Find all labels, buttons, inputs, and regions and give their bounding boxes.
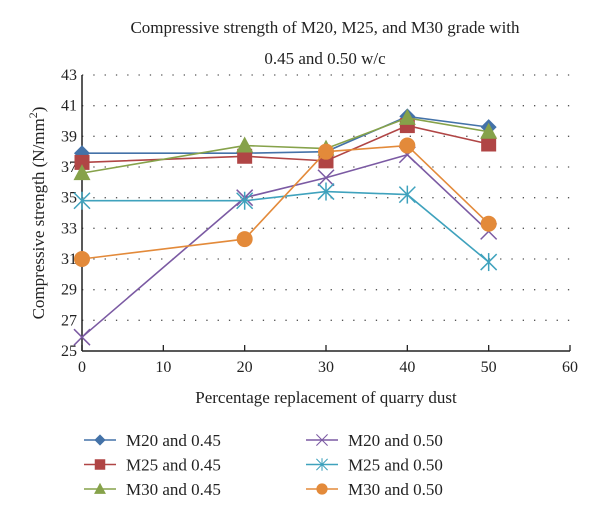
chart-title-line-1: Compressive strength of M20, M25, and M3… <box>130 18 520 37</box>
marker-x <box>317 169 335 187</box>
y-tick-label: 27 <box>61 312 77 329</box>
x-tick-label: 30 <box>318 359 334 376</box>
marker-star <box>236 191 254 210</box>
marker-star <box>316 458 328 471</box>
marker-x <box>316 434 328 446</box>
legend-item: M30 and 0.50 <box>306 480 443 499</box>
y-tick-label: 29 <box>61 282 77 299</box>
tick-labels: 0 10 20 30 40 50 60 25 27 29 31 33 35 37 39 41 43 <box>61 67 578 376</box>
legend-item: M25 and 0.50 <box>306 456 443 475</box>
marker-star <box>73 191 91 210</box>
y-tick-label: 25 <box>61 343 77 360</box>
x-tick-label: 50 <box>481 359 497 376</box>
y-tick-label: 43 <box>61 67 77 84</box>
series-m25-and-0-45 <box>74 118 497 170</box>
marker-square <box>94 459 106 470</box>
legend-item: M25 and 0.45 <box>84 456 221 475</box>
axes <box>81 75 571 352</box>
legend-label: M25 and 0.45 <box>126 456 221 475</box>
series-m25-and-0-50 <box>73 182 498 272</box>
legend-label: M30 and 0.50 <box>348 480 443 499</box>
marker-triangle <box>480 122 498 139</box>
series-line <box>81 153 490 338</box>
marker-circle <box>399 137 416 154</box>
series-m30-and-0-50 <box>74 137 497 267</box>
y-tick-label: 31 <box>61 251 77 268</box>
legend-label: M30 and 0.45 <box>126 480 221 499</box>
legend-label: M20 and 0.50 <box>348 431 443 450</box>
y-tick-label: 35 <box>61 190 77 207</box>
marker-circle <box>236 231 253 248</box>
y-axis-label: Compressive strength (N/mm2) <box>26 107 48 320</box>
series-m20-and-0-50 <box>73 146 498 346</box>
x-tick-label: 20 <box>237 359 253 376</box>
marker-triangle <box>236 136 254 153</box>
y-tick-label: 37 <box>61 159 77 176</box>
marker-x <box>73 328 91 346</box>
series-group <box>73 108 498 346</box>
legend: M20 and 0.45 M25 and 0.45 M30 and 0.45 M20 … <box>84 431 443 499</box>
y-tick-label: 39 <box>61 128 77 145</box>
series-m20-and-0-45 <box>74 108 497 162</box>
marker-triangle <box>73 164 91 181</box>
marker-circle <box>318 143 334 160</box>
x-tick-label: 40 <box>399 359 415 376</box>
marker-diamond <box>94 434 106 446</box>
marker-star <box>480 253 498 272</box>
legend-label: M20 and 0.45 <box>126 431 221 450</box>
marker-triangle <box>94 482 106 494</box>
legend-item: M20 and 0.45 <box>84 431 221 450</box>
marker-circle <box>316 483 328 495</box>
chart-title-line-2: 0.45 and 0.50 w/c <box>264 49 386 68</box>
legend-item: M30 and 0.45 <box>84 480 221 499</box>
marker-circle <box>74 251 90 267</box>
x-tick-label: 60 <box>562 359 578 376</box>
y-tick-label: 33 <box>61 220 77 237</box>
y-tick-label: 41 <box>61 98 77 115</box>
marker-star <box>317 182 335 201</box>
legend-label: M25 and 0.50 <box>348 456 443 475</box>
marker-circle <box>480 215 497 232</box>
marker-square <box>481 136 497 152</box>
x-axis-label: Percentage replacement of quarry dust <box>195 388 457 407</box>
x-tick-label: 10 <box>155 359 171 376</box>
marker-square <box>74 154 90 170</box>
series-line <box>81 124 489 164</box>
legend-item: M20 and 0.50 <box>306 431 443 450</box>
marker-star <box>398 185 416 204</box>
marker-triangle <box>398 108 416 125</box>
x-tick-label: 0 <box>78 359 86 376</box>
